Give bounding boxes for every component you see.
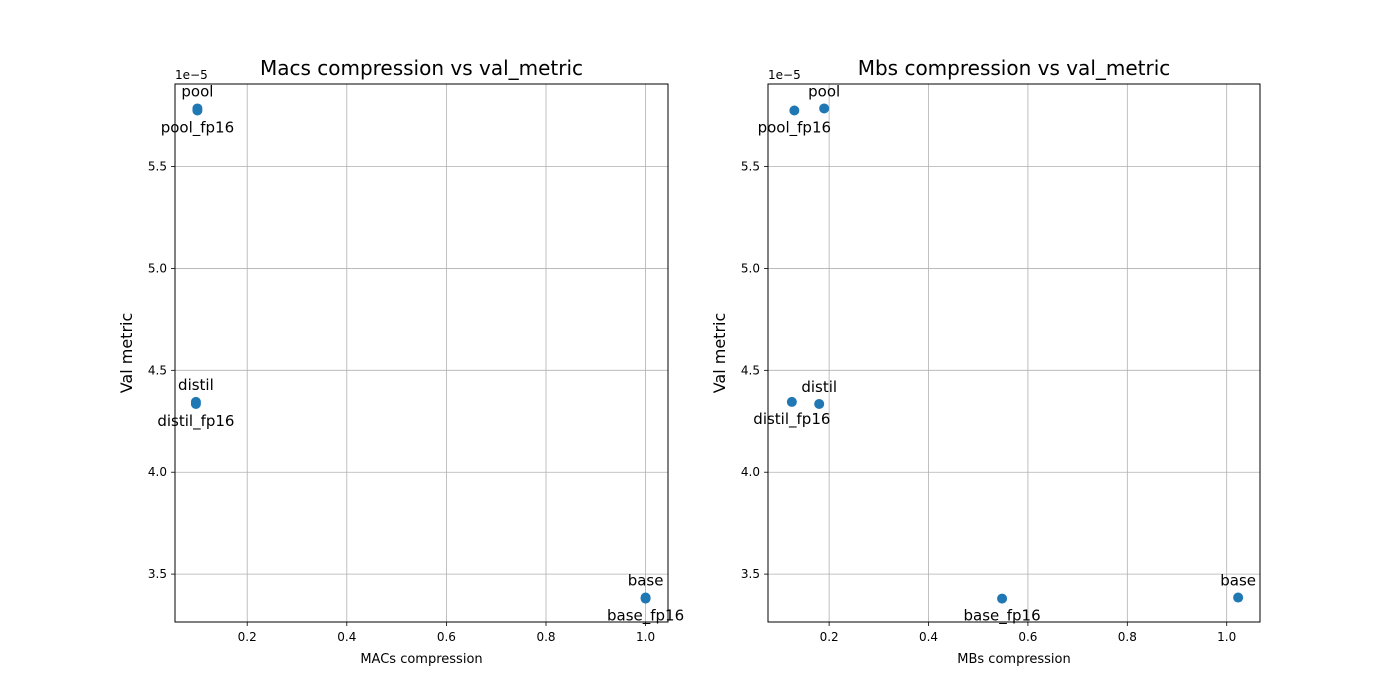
chart-2: 0.2 0.4 0.6 0.8 1.0 3.5 4.0 4.5 5.0 5.5 pool pool_f… [710,56,1261,667]
y-tick-label: 4.5 [148,363,167,377]
x-tick-label: 1.0 [1217,630,1236,644]
point-label-base_fp16: base_fp16 [963,607,1040,626]
point-label-base: base [628,572,664,590]
point-label-base_fp16: base_fp16 [607,607,684,626]
x-tick-label: 0.6 [1018,630,1037,644]
y-tick-label: 3.5 [741,567,760,581]
data-point-pool_fp16 [192,105,203,116]
point-label-pool: pool [808,82,840,100]
axes-frame [174,83,669,623]
point-label-base: base [1220,572,1256,590]
data-point-pool [819,103,830,114]
data-point-base [1233,592,1244,603]
data-point-pool_fp16 [789,105,800,116]
y-tick-label: 3.5 [148,567,167,581]
point-label-distil: distil [801,378,837,396]
y-axis-title: Val metric [710,313,729,394]
x-tick-label: 1.0 [636,630,655,644]
data-point-distil_fp16 [190,398,201,409]
x-tick-label: 0.4 [337,630,356,644]
x-axis-title: MACs compression [360,652,482,667]
point-label-distil: distil [178,376,214,394]
y-tick-label: 4.0 [741,465,760,479]
point-label-pool_fp16: pool_fp16 [758,118,831,137]
y-tick-label: 4.0 [148,465,167,479]
chart-title: Macs compression vs val_metric [260,56,583,80]
y-offset-label: 1e−5 [768,68,801,82]
x-tick-label: 0.8 [536,630,555,644]
point-label-pool_fp16: pool_fp16 [161,118,234,137]
y-tick-label: 5.5 [148,160,167,174]
y-tick-label: 5.0 [148,261,167,275]
y-axis-title: Val metric [117,313,136,394]
x-tick-label: 0.2 [238,630,257,644]
y-tick-label: 5.0 [741,261,760,275]
point-label-distil_fp16: distil_fp16 [753,410,830,429]
x-tick-label: 0.8 [1118,630,1137,644]
y-tick-label: 4.5 [741,363,760,377]
y-tick-label: 5.5 [741,160,760,174]
chart-1: 0.2 0.4 0.6 0.8 1.0 3.5 4.0 4.5 5.0 5.5 pool pool_f… [117,56,684,667]
point-label-pool: pool [181,82,213,100]
x-tick-label: 0.6 [437,630,456,644]
data-point-base_fp16 [997,593,1008,604]
chart-title: Mbs compression vs val_metric [858,56,1171,80]
x-axis-title: MBs compression [957,652,1070,667]
x-tick-label: 0.4 [919,630,938,644]
data-point-distil [814,398,825,409]
x-tick-label: 0.2 [820,630,839,644]
y-offset-label: 1e−5 [175,68,208,82]
data-point-base_fp16 [640,593,651,604]
axes-frame [767,83,1261,623]
point-label-distil_fp16: distil_fp16 [157,412,234,431]
data-point-distil_fp16 [786,396,797,407]
